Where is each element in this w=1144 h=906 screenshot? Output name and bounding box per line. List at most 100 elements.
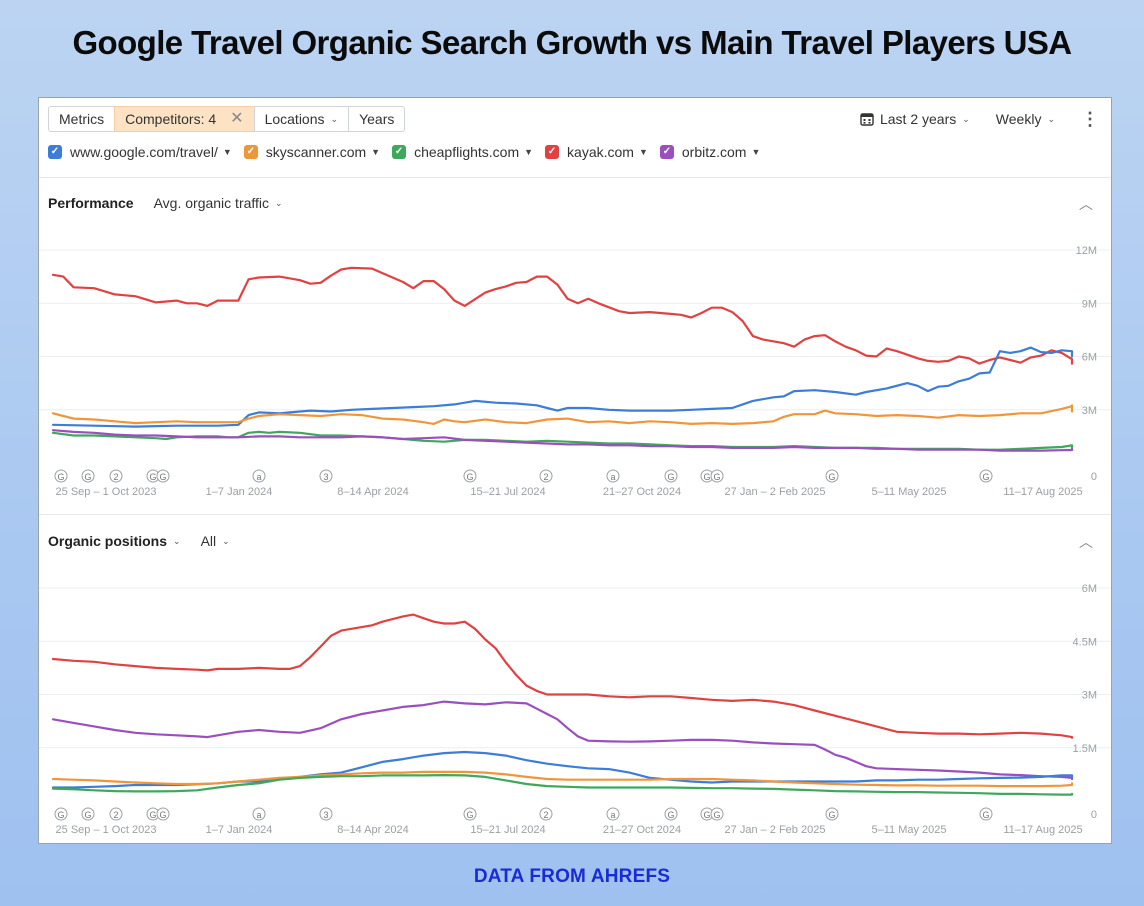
caret-down-icon[interactable]: ▼	[371, 147, 381, 157]
right-tools: Last 2 years ⌄ Weekly ⌄ ⋮	[860, 106, 1099, 132]
annotation-marker[interactable]: G	[463, 807, 477, 821]
date-range-label: Last 2 years	[879, 111, 957, 127]
annotation-marker[interactable]: G	[979, 807, 993, 821]
x-tick-label: 15–21 Jul 2024	[470, 486, 545, 498]
annotation-marker[interactable]: G	[664, 807, 678, 821]
annotation-marker[interactable]: a	[252, 807, 266, 821]
legend-item-google[interactable]: ✓ www.google.com/travel/ ▼	[48, 144, 232, 160]
checkbox-icon[interactable]: ✓	[545, 145, 560, 159]
annotation-marker[interactable]: 2	[109, 807, 123, 821]
page-title: Google Travel Organic Search Growth vs M…	[72, 24, 1072, 61]
organic-positions-dropdown[interactable]: Organic positions ⌄	[48, 533, 181, 549]
y-tick-label: 4.5M	[1073, 636, 1097, 648]
locations-label: Locations	[264, 111, 325, 127]
avg-traffic-dropdown[interactable]: Avg. organic traffic ⌄	[154, 195, 283, 211]
ahrefs-panel: Metrics Competitors: 4 ✕ Locations ⌄ Yea…	[38, 97, 1112, 844]
annotation-marker[interactable]: G	[54, 807, 68, 821]
annotation-marker[interactable]: G	[54, 469, 68, 483]
x-tick-label: 21–27 Oct 2024	[603, 486, 681, 498]
collapse-positions-icon[interactable]: ︿	[1079, 534, 1093, 550]
annotation-marker[interactable]: 3	[319, 807, 333, 821]
caret-down-icon[interactable]: ▼	[222, 147, 232, 157]
positions-filter-label: All	[200, 533, 217, 549]
chevron-down-icon: ⌄	[962, 113, 970, 124]
checkbox-icon[interactable]: ✓	[48, 145, 62, 159]
annotation-marker[interactable]: G	[825, 807, 839, 821]
series-line-skyscanner.com[interactable]	[51, 770, 1074, 788]
series-line-orbitz.com[interactable]	[51, 429, 1074, 452]
annotation-marker[interactable]: G	[979, 469, 993, 483]
annotation-marker[interactable]: a	[606, 807, 620, 821]
annotation-marker[interactable]: G	[146, 469, 160, 483]
series-line-skyscanner.com[interactable]	[51, 404, 1074, 425]
annotation-marker[interactable]: a	[252, 469, 266, 483]
positions-filter-dropdown[interactable]: All ⌄	[201, 533, 230, 549]
collapse-performance-icon[interactable]: ︿	[1079, 196, 1093, 212]
annotation-marker[interactable]: 3	[319, 469, 333, 483]
annotation-marker[interactable]: G	[825, 469, 839, 483]
locations-button[interactable]: Locations ⌄	[253, 106, 350, 132]
close-icon[interactable]: ✕	[230, 110, 244, 127]
annotation-marker-label: G	[466, 472, 473, 482]
legend-item-cheapflights[interactable]: ✓ cheapflights.com ▼	[392, 144, 533, 160]
series-line-cheapflights.com[interactable]	[51, 430, 1074, 451]
caret-down-icon[interactable]: ▼	[638, 147, 648, 157]
annotation-marker[interactable]: a	[606, 469, 620, 483]
annotation-marker-label: G	[713, 810, 720, 820]
legend-item-kayak[interactable]: ✓ kayak.com ▼	[545, 144, 648, 160]
legend-item-skyscanner[interactable]: ✓ skyscanner.com ▼	[243, 144, 381, 160]
x-tick-label: 1–7 Jan 2024	[206, 486, 273, 498]
checkbox-icon[interactable]: ✓	[243, 145, 258, 159]
annotation-marker-label: G	[713, 472, 720, 482]
annotation-marker[interactable]: G	[664, 469, 678, 483]
competitors-button[interactable]: Competitors: 4 ✕	[114, 106, 255, 132]
annotation-marker[interactable]: 2	[539, 807, 553, 821]
date-range-dropdown[interactable]: Last 2 years ⌄	[860, 111, 970, 127]
series-line-cheapflights.com[interactable]	[51, 774, 1074, 796]
annotation-marker[interactable]: G	[463, 469, 477, 483]
interval-dropdown[interactable]: Weekly ⌄	[996, 111, 1055, 127]
annotation-marker[interactable]: G	[156, 469, 170, 483]
annotation-marker[interactable]: G	[81, 469, 95, 483]
annotation-marker-label: a	[256, 810, 261, 820]
annotation-marker[interactable]: G	[156, 807, 170, 821]
annotation-marker[interactable]: G	[710, 807, 724, 821]
x-tick-label: 21–27 Oct 2024	[603, 824, 681, 836]
y-tick-label: 1.5M	[1073, 743, 1097, 755]
series-line-www.google.com/travel/[interactable]	[51, 346, 1074, 428]
annotation-marker[interactable]: 2	[109, 469, 123, 483]
legend: ✓ www.google.com/travel/ ▼ ✓ skyscanner.…	[48, 144, 760, 160]
y-tick-label: 3M	[1082, 405, 1097, 417]
x-tick-label: 27 Jan – 2 Feb 2025	[725, 486, 826, 498]
caret-down-icon[interactable]: ▼	[524, 147, 534, 157]
checkbox-icon[interactable]: ✓	[392, 145, 407, 159]
chevron-down-icon: ⌄	[222, 535, 230, 546]
annotation-marker[interactable]: 2	[539, 469, 553, 483]
annotation-marker[interactable]: G	[710, 469, 724, 483]
more-options-button[interactable]: ⋮	[1081, 110, 1099, 128]
annotation-marker-label: 3	[323, 472, 328, 482]
y-tick-label: 0	[1091, 471, 1097, 483]
annotation-marker[interactable]: G	[81, 807, 95, 821]
annotation-marker-label: a	[610, 472, 615, 482]
x-tick-label: 11–17 Aug 2025	[1003, 824, 1082, 836]
annotation-marker-label: G	[149, 472, 156, 482]
series-line-kayak.com[interactable]	[51, 613, 1074, 739]
x-tick-label: 11–17 Aug 2025	[1003, 486, 1082, 498]
x-tick-label: 25 Sep – 1 Oct 2023	[56, 486, 157, 498]
legend-label: orbitz.com	[681, 144, 747, 160]
annotation-marker-label: G	[466, 810, 473, 820]
x-tick-label: 5–11 May 2025	[871, 824, 946, 836]
annotation-marker-label: a	[256, 472, 261, 482]
annotation-marker-label: 2	[543, 810, 548, 820]
y-tick-label: 6M	[1082, 352, 1097, 364]
annotation-marker-label: G	[84, 472, 91, 482]
caret-down-icon[interactable]: ▼	[751, 147, 761, 157]
years-button[interactable]: Years	[348, 106, 406, 132]
series-line-orbitz.com[interactable]	[51, 700, 1074, 781]
checkbox-icon[interactable]: ✓	[659, 145, 674, 159]
avg-traffic-label: Avg. organic traffic	[153, 195, 270, 211]
series-line-kayak.com[interactable]	[51, 266, 1074, 365]
legend-item-orbitz[interactable]: ✓ orbitz.com ▼	[659, 144, 761, 160]
metrics-button[interactable]: Metrics	[48, 106, 116, 132]
